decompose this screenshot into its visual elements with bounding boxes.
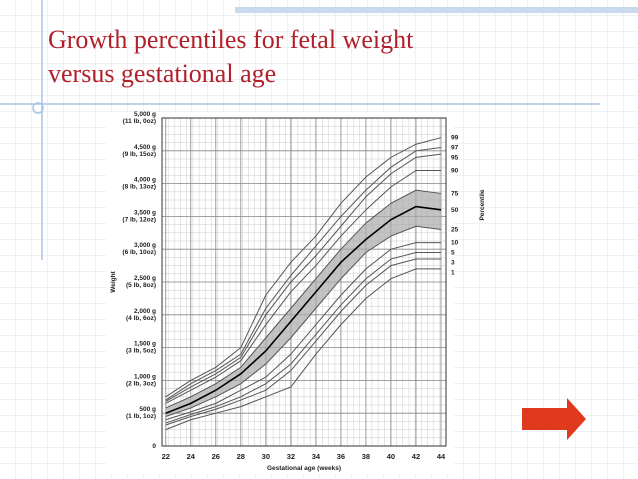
legend-label: 1 (451, 270, 455, 277)
x-tick-label: 38 (362, 452, 370, 461)
slide-title: versus gestational age (48, 59, 276, 88)
legend-label: 95 (451, 155, 459, 162)
legend-label: 3 (451, 260, 455, 267)
legend-label: 5 (451, 250, 455, 257)
percentile-line (165, 153, 442, 402)
y-tick-label: 3,000 g (134, 242, 156, 249)
x-tick-label: 42 (412, 452, 420, 461)
y-tick-note: (5 lb, 8oz) (126, 282, 156, 289)
decor-circle (32, 102, 44, 114)
chart: 0 500 g(1 lb, 1oz) 1,000 g(2 lb, 3oz) 1,500… (110, 111, 486, 472)
y-tick-label: 1,500 g (134, 341, 156, 348)
x-tick-label: 22 (162, 452, 170, 461)
legend-label: 90 (451, 167, 459, 174)
y-tick-note: (7 lb, 12oz) (122, 216, 156, 223)
y-tick-label: 2,000 g (134, 308, 156, 315)
y-axis-title: Weight (110, 270, 117, 292)
x-tick-label: 32 (287, 452, 295, 461)
y-tick-label: 4,500 g (134, 144, 156, 151)
percentile-line (165, 225, 442, 417)
legend-label: 10 (451, 240, 459, 247)
x-tick-label: 26 (212, 452, 220, 461)
y-tick-note: (9 lb, 15oz) (122, 151, 156, 158)
y-tick-label: 4,000 g (134, 177, 156, 184)
y-tick-note: (11 lb, 0oz) (123, 118, 156, 125)
x-tick-label: 24 (187, 452, 196, 461)
percentile-line (165, 147, 442, 401)
y-tick-label: 1,000 g (134, 373, 156, 380)
y-tick-label: 5,000 g (134, 111, 156, 118)
y-tick-note: (3 lb, 5oz) (126, 348, 156, 355)
x-tick-label: 40 (387, 452, 395, 461)
y-tick-note: (1 lb, 1oz) (126, 413, 156, 420)
x-tick-label: 30 (262, 452, 270, 461)
y-tick-label: 2,500 g (134, 275, 156, 282)
percentile-line (165, 189, 442, 409)
percentile-band (165, 190, 441, 417)
next-arrow[interactable] (522, 398, 586, 440)
legend-label: 25 (451, 227, 459, 234)
x-tick-label: 44 (437, 452, 446, 461)
slide-title: Growth percentiles for fetal weight (48, 25, 414, 54)
legend-label: 50 (451, 207, 459, 214)
x-tick-label: 36 (337, 452, 345, 461)
percentile-line (165, 169, 441, 404)
y-tick-note: (6 lb, 10oz) (122, 249, 156, 256)
y-tick-note: (2 lb, 3oz) (126, 380, 156, 387)
x-axis-title: Gestational age (weeks) (267, 465, 341, 472)
x-tick-label: 28 (237, 452, 245, 461)
x-tick-label: 34 (312, 452, 321, 461)
percentile-line (165, 242, 441, 421)
legend-label: 99 (451, 135, 459, 142)
plot-frame (161, 117, 447, 447)
y-tick-label: 0 (152, 443, 156, 450)
legend-label: 97 (451, 145, 459, 152)
y-tick-label: 500 g (139, 406, 156, 413)
percentile-line (165, 205, 442, 414)
percentile-line (165, 258, 441, 426)
y-tick-note: (8 lb, 13oz) (122, 184, 156, 191)
y-tick-note: (4 lb, 6oz) (126, 315, 156, 322)
percentile-line (165, 268, 441, 431)
percentile-line (165, 137, 442, 398)
legend-label: 75 (451, 190, 459, 197)
y-tick-label: 3,500 g (134, 209, 156, 216)
legend-title: Percentile (479, 189, 486, 220)
chart-panel (106, 112, 454, 474)
percentile-line (165, 251, 441, 424)
